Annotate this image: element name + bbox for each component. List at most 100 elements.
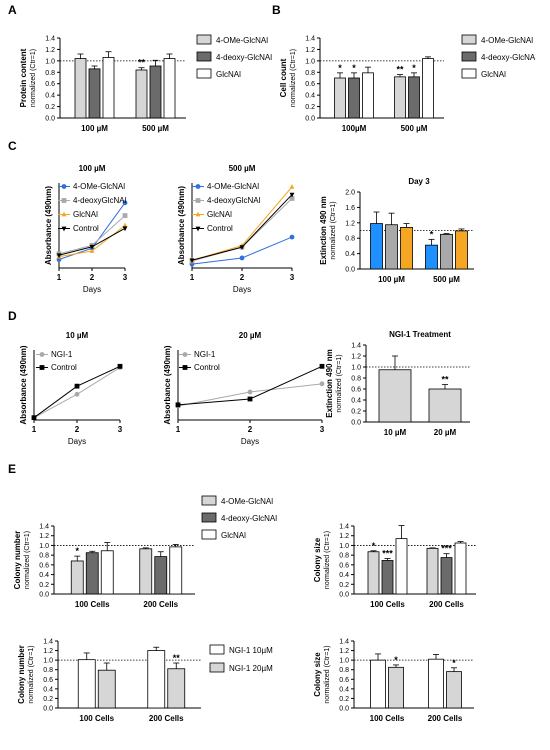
chart-title: 20 µM bbox=[239, 331, 262, 340]
panel-label-b: B bbox=[272, 3, 281, 17]
chart-title: Day 3 bbox=[408, 177, 430, 186]
legend-label: 4-OMe-GlcNAl bbox=[207, 182, 259, 191]
data-point bbox=[289, 196, 295, 201]
bar-4-deoxy-glcnal bbox=[154, 556, 168, 595]
x-axis-title: Days bbox=[83, 285, 101, 294]
category-label: 100 Cells bbox=[370, 714, 405, 723]
bar-glcnal bbox=[395, 538, 408, 595]
bar-4-deoxyglcnal bbox=[440, 233, 453, 270]
y-tick-label: 1.2 bbox=[351, 354, 361, 361]
category-label: 500 µM bbox=[401, 124, 428, 133]
y-tick-label: 0.8 bbox=[351, 376, 361, 383]
y-tick-label: 0.4 bbox=[305, 93, 315, 100]
significance-marker: *** bbox=[382, 549, 393, 559]
legend-label: 4-OMe-GlcNAl bbox=[221, 497, 273, 506]
y-tick-label: 0.2 bbox=[45, 104, 55, 111]
x-tick-label: 2 bbox=[240, 273, 245, 282]
bar-4-ome-glcnal bbox=[394, 76, 406, 119]
category-label: 100 Cells bbox=[75, 600, 110, 609]
y-axis-subtitle: normalized (Ctr=1) bbox=[336, 354, 343, 412]
bar-4-ome-glcnal bbox=[426, 547, 439, 595]
data-point bbox=[61, 198, 67, 203]
y-tick-label: 0.4 bbox=[39, 572, 49, 579]
bar-glcnal bbox=[169, 546, 183, 595]
data-point bbox=[74, 383, 80, 389]
data-point bbox=[117, 363, 123, 369]
y-axis-title: Extinction 490 nm bbox=[319, 196, 328, 264]
y-tick-label: 0.6 bbox=[339, 562, 349, 569]
bar-4-deoxy-glcna bbox=[408, 76, 420, 119]
significance-marker: * bbox=[394, 655, 398, 665]
legend-swatch bbox=[201, 495, 217, 506]
legend-label: 4-OMe-GlcNAl bbox=[73, 182, 125, 191]
bar-4-ome-glcnal bbox=[74, 58, 87, 119]
data-point bbox=[31, 415, 37, 421]
y-tick-label: 0.2 bbox=[351, 409, 361, 416]
y-tick-label: 0.8 bbox=[339, 667, 349, 674]
y-tick-label: 0.0 bbox=[339, 706, 349, 713]
legend-swatch bbox=[196, 68, 212, 79]
legend-swatch bbox=[196, 34, 212, 45]
bar-ngi-1 bbox=[378, 369, 412, 423]
y-axis-title: Protein content bbox=[19, 48, 28, 107]
bar-4-ome-glcnal bbox=[135, 69, 148, 119]
legend-swatch bbox=[461, 51, 477, 62]
category-label: 100 Cells bbox=[370, 600, 405, 609]
legend-label: NGI-1 10µM bbox=[229, 646, 273, 655]
y-tick-label: 0.4 bbox=[43, 686, 53, 693]
legend-label: Control bbox=[207, 224, 233, 233]
significance-marker: ** bbox=[441, 375, 449, 385]
x-tick-label: 1 bbox=[176, 425, 181, 434]
category-label: 100µM bbox=[342, 124, 367, 133]
legend-swatch bbox=[196, 51, 212, 62]
x-tick-label: 1 bbox=[190, 273, 195, 282]
significance-marker: * bbox=[430, 229, 434, 239]
significance-marker: * bbox=[452, 658, 456, 668]
y-axis-subtitle: normalized (Ctr=1) bbox=[24, 531, 31, 589]
data-point bbox=[122, 213, 128, 218]
legend-label: Control bbox=[194, 363, 220, 372]
data-point bbox=[189, 258, 195, 264]
bar-4-ome-glcnal bbox=[70, 560, 84, 595]
y-axis-title: Extinction 490 nm bbox=[325, 349, 334, 417]
bar-4-ome-glcnal bbox=[334, 77, 346, 119]
panel-label-c: C bbox=[8, 139, 17, 153]
panel-label-e: E bbox=[8, 462, 16, 476]
chart-e-4: 0.0 0.2 0.4 0.6 0.8 1.0 1.2 1.4 Colony size norma… bbox=[313, 639, 474, 723]
x-axis-title: Days bbox=[233, 285, 251, 294]
legend-label: GlcNAl bbox=[221, 531, 246, 540]
legend-swatch bbox=[201, 529, 217, 540]
data-point bbox=[74, 391, 80, 397]
x-tick-label: 1 bbox=[57, 273, 62, 282]
legend-label: 4-OMe-GlcNAl bbox=[216, 36, 268, 45]
data-point bbox=[195, 211, 201, 217]
bar-4-deoxy-glcnal bbox=[149, 65, 162, 119]
legend-label: Control bbox=[73, 224, 99, 233]
data-point bbox=[319, 363, 325, 369]
bar-ngi-1-10-m bbox=[147, 650, 166, 709]
y-tick-label: 1.2 bbox=[43, 648, 53, 655]
category-label: 20 µM bbox=[434, 428, 457, 437]
chart-d-3: 0.0 0.2 0.4 0.6 0.8 1.0 1.2 1.4 Extinction 490 n… bbox=[325, 330, 470, 437]
y-axis-title: Absorbance (490nm) bbox=[44, 186, 53, 265]
legend-swatch bbox=[201, 512, 217, 523]
y-axis-title: Colony size bbox=[313, 652, 322, 697]
data-point bbox=[239, 245, 245, 251]
significance-marker: *** bbox=[441, 544, 452, 554]
bar-4-deoxy-glcnal bbox=[381, 560, 394, 595]
y-tick-label: 0.8 bbox=[305, 70, 315, 77]
y-axis-title: Colony number bbox=[17, 645, 26, 704]
category-label: 100 µM bbox=[81, 124, 108, 133]
y-tick-label: 0.0 bbox=[39, 592, 49, 599]
y-tick-label: 1.2 bbox=[339, 533, 349, 540]
legend-swatch bbox=[209, 662, 225, 673]
bar-ngi-1-20-m bbox=[388, 666, 404, 709]
y-tick-label: 1.0 bbox=[351, 365, 361, 372]
y-axis-title: Absorbance (490nm) bbox=[177, 186, 186, 265]
x-tick-label: 2 bbox=[90, 273, 95, 282]
y-tick-label: 1.2 bbox=[45, 47, 55, 54]
chart-e-3: 0.0 0.2 0.4 0.6 0.8 1.0 1.2 1.4 Colony number nor… bbox=[17, 639, 273, 724]
data-point bbox=[247, 389, 253, 395]
y-tick-label: 1.2 bbox=[39, 533, 49, 540]
y-tick-label: 0.4 bbox=[351, 398, 361, 405]
